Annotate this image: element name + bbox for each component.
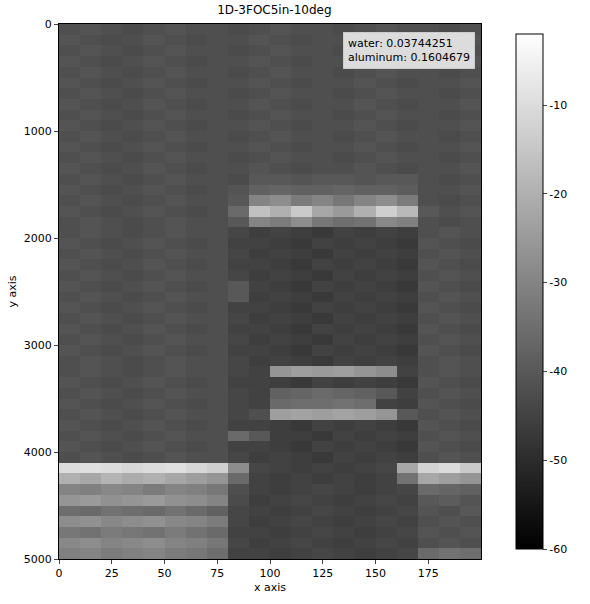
svg-text:125: 125	[312, 567, 333, 580]
svg-text:y axis: y axis	[6, 275, 19, 307]
svg-text:100: 100	[260, 567, 281, 580]
svg-text:-60: -60	[549, 543, 567, 556]
svg-text:4000: 4000	[24, 446, 52, 459]
svg-text:2000: 2000	[24, 232, 52, 245]
svg-text:-10: -10	[549, 99, 567, 112]
svg-text:0: 0	[45, 18, 52, 31]
svg-text:-40: -40	[549, 365, 567, 378]
svg-text:5000: 5000	[24, 553, 52, 566]
svg-text:75: 75	[210, 567, 224, 580]
svg-text:0: 0	[56, 567, 63, 580]
svg-text:50: 50	[158, 567, 172, 580]
svg-text:3000: 3000	[24, 339, 52, 352]
svg-text:175: 175	[418, 567, 439, 580]
svg-text:1D-3FOC5in-10deg: 1D-3FOC5in-10deg	[217, 3, 331, 17]
svg-text:-20: -20	[549, 188, 567, 201]
svg-text:-50: -50	[549, 454, 567, 467]
svg-text:-30: -30	[549, 276, 567, 289]
svg-text:water: 0.03744251aluminum: 0.1: water: 0.03744251aluminum: 0.1604679	[348, 37, 470, 64]
svg-text:1000: 1000	[24, 125, 52, 138]
svg-text:25: 25	[105, 567, 119, 580]
svg-text:150: 150	[365, 567, 386, 580]
svg-text:x axis: x axis	[254, 581, 286, 594]
